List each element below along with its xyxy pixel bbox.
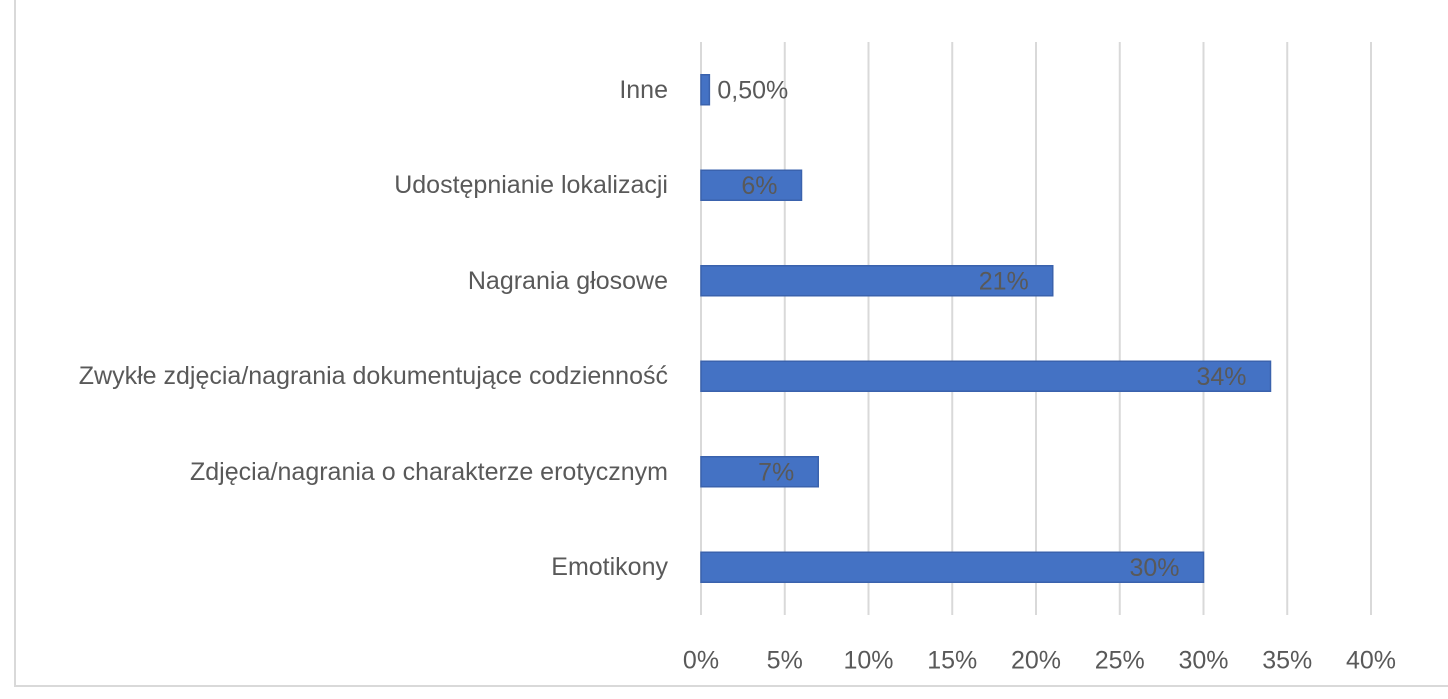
data-label: 6% [741, 172, 777, 200]
data-label: 0,50% [717, 76, 788, 104]
x-tick-label: 40% [1346, 647, 1396, 675]
data-label: 7% [758, 458, 794, 486]
bar [700, 74, 711, 106]
category-label: Inne [619, 75, 668, 104]
x-tick-label: 30% [1178, 647, 1228, 675]
data-label: 21% [979, 267, 1029, 295]
category-label: Zdjęcia/nagrania o charakterze erotyczny… [189, 457, 668, 486]
x-tick-label: 15% [927, 647, 977, 675]
category-label: Emotikony [551, 553, 668, 582]
bar [700, 551, 1205, 583]
bar [700, 360, 1272, 392]
x-tick-label: 5% [767, 647, 803, 675]
bar [700, 265, 1054, 297]
category-label: Nagrania głosowe [467, 266, 668, 295]
chart-border [14, 0, 1448, 687]
data-label: 30% [1129, 554, 1179, 582]
bar [700, 169, 803, 201]
x-tick-label: 0% [683, 647, 719, 675]
x-tick-label: 10% [843, 647, 893, 675]
x-tick-label: 20% [1011, 647, 1061, 675]
category-label: Udostępnianie lokalizacji [394, 171, 668, 200]
x-tick-label: 35% [1262, 647, 1312, 675]
x-tick-label: 25% [1095, 647, 1145, 675]
category-label: Zwykłe zdjęcia/nagrania dokumentujące co… [78, 362, 668, 391]
data-label: 34% [1196, 363, 1246, 391]
bar [700, 456, 819, 488]
